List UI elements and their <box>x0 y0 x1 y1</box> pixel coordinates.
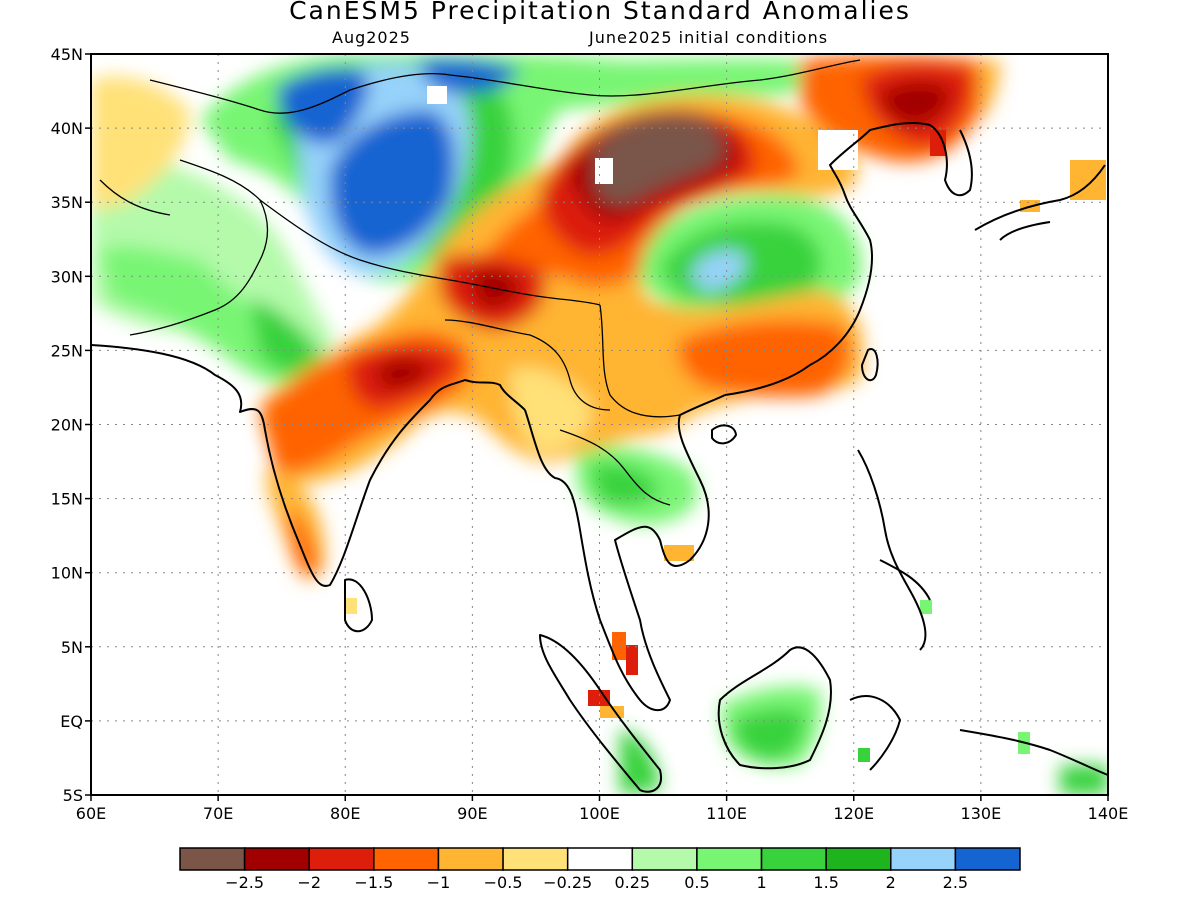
colorbar-label: −0.5 <box>484 873 523 892</box>
x-tick-label: 140E <box>1088 804 1129 823</box>
x-tick-label: 100E <box>579 804 620 823</box>
colorbar-label: 1 <box>756 873 766 892</box>
colorbar-swatch <box>760 847 827 871</box>
x-axis: 60E 70E 80E 90E 100E 110E 120E 130E 140E <box>76 795 1129 823</box>
colorbar-swatch <box>437 847 504 871</box>
y-tick-label: 30N <box>51 267 83 286</box>
colorbar-swatch <box>890 847 957 871</box>
colorbar-swatch <box>179 847 246 871</box>
colorbar-label: 2 <box>886 873 896 892</box>
x-tick-label: 130E <box>961 804 1002 823</box>
y-tick-label: 40N <box>51 119 83 138</box>
x-tick-label: 80E <box>330 804 360 823</box>
colorbar-swatch <box>243 847 310 871</box>
colorbar-swatch <box>373 847 440 871</box>
colorbar-label: −2.5 <box>225 873 264 892</box>
y-tick-label: 5N <box>61 638 83 657</box>
colorbar-label: 2.5 <box>943 873 968 892</box>
x-tick-label: 60E <box>76 804 106 823</box>
colorbar-label: 1.5 <box>813 873 838 892</box>
country-borders <box>99 59 861 506</box>
valid-month: Aug2025 <box>332 28 411 47</box>
colorbar: −2.5 −2 −1.5 −1 −0.5 −0.25 0.25 0.5 1 1.5 2 2.5 <box>179 847 1021 892</box>
y-tick-label: 45N <box>51 45 83 64</box>
colorbar-swatch <box>696 847 763 871</box>
colorbar-label: 0.5 <box>684 873 709 892</box>
x-tick-label: 110E <box>706 804 747 823</box>
colorbar-swatch <box>631 847 698 871</box>
y-tick-label: 35N <box>51 193 83 212</box>
colorbar-label: 0.25 <box>614 873 650 892</box>
colorbar-swatch <box>308 847 375 871</box>
colorbar-label: −1 <box>427 873 451 892</box>
x-tick-label: 120E <box>833 804 874 823</box>
colorbar-swatch <box>502 847 569 871</box>
anomaly-field <box>91 54 1108 795</box>
y-tick-label: 5S <box>63 786 83 805</box>
x-tick-label: 90E <box>457 804 487 823</box>
y-tick-label: 15N <box>51 490 83 509</box>
colorbar-swatch <box>566 847 634 871</box>
colorbar-label: −0.25 <box>543 873 592 892</box>
y-axis: 5S EQ 5N 10N 15N 20N 25N 30N 35N 40N 45N <box>51 45 91 805</box>
y-tick-label: 20N <box>51 416 83 435</box>
colorbar-swatch <box>825 847 892 871</box>
init-conditions: June2025 initial conditions <box>589 28 829 47</box>
coastlines <box>91 121 1108 793</box>
y-tick-label: 25N <box>51 341 83 360</box>
colorbar-label: −2 <box>297 873 321 892</box>
map-title: CanESM5 Precipitation Standard Anomalies <box>289 0 911 25</box>
colorbar-swatch <box>954 847 1021 871</box>
y-tick-label: 10N <box>51 564 83 583</box>
x-tick-label: 70E <box>203 804 233 823</box>
y-tick-label: EQ <box>60 712 83 731</box>
colorbar-label: −1.5 <box>354 873 393 892</box>
